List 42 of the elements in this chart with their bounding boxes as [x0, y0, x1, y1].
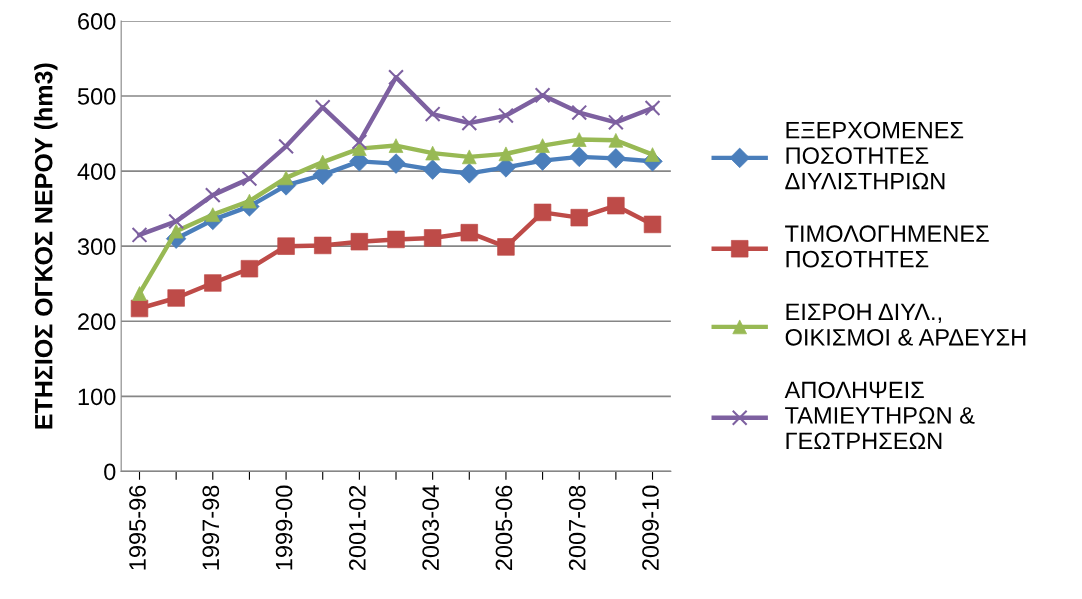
point: [241, 170, 258, 187]
point: [278, 138, 295, 155]
point: [569, 146, 590, 168]
legend-label: ΕΞΕΡΧΟΜΕΝΕΣ ΠΟΣΟΤΗΤΕΣ ΔΙΥΛΙΣΤΗΡΙΩΝ: [785, 121, 964, 190]
point: [424, 106, 441, 123]
point: [351, 133, 368, 150]
point: [644, 100, 661, 117]
y-tick-label: 300: [77, 238, 116, 255]
y-tick-label: 400: [77, 163, 116, 180]
x-tick-label: 1995-96: [129, 485, 146, 570]
x-tick-label: 2005-06: [495, 485, 513, 571]
point: [204, 187, 221, 204]
point: [314, 236, 332, 255]
point: [570, 208, 588, 227]
x-tick-label: 2007-08: [568, 485, 586, 571]
x-tick-label: 2003-04: [422, 485, 439, 571]
y-axis-title: ΕΤΗΣΙΟΣ ΟΓΚΟΣ ΝΕΡΟΥ (hm3): [34, 63, 58, 429]
point: [607, 114, 624, 131]
point: [388, 69, 404, 86]
y-tick-label: 200: [78, 313, 116, 331]
x-tick-label: 1997-98: [202, 485, 220, 570]
x-tick-label: 2009-10: [642, 485, 659, 571]
point: [387, 230, 405, 249]
legend-label: ΤΙΜΟΛΟΓΗΜΕΝΕΣ ΠΟΣΟΤΗΤΕΣ: [785, 225, 989, 268]
point: [534, 87, 551, 104]
y-tick-label: 600: [78, 13, 116, 30]
x-tick-label: 2001-02: [348, 485, 366, 571]
point: [607, 196, 625, 215]
y-tick-label: 500: [77, 88, 116, 105]
point: [605, 148, 627, 169]
point: [131, 226, 148, 243]
y-tick-label: 100: [78, 388, 116, 406]
x-tick-label: 1999-00: [275, 485, 293, 570]
legend-label: ΕΙΣΡΟΗ ΔΙΥΛ., ΟΙΚΙΣΜΟΙ & ΑΡΔΕΥΣΗ: [785, 303, 1026, 346]
point: [571, 104, 588, 121]
point: [571, 132, 587, 147]
point: [168, 213, 185, 230]
y-tick-label: 0: [104, 463, 116, 481]
point: [461, 115, 478, 132]
point: [497, 107, 514, 124]
legend-label: ΑΠΟΛΗΨΕΙΣ ΤΑΜΙΕΥΤΗΡΩΝ & ΓΕΩΤΡΗΣΕΩΝ: [784, 381, 975, 449]
point: [277, 237, 295, 255]
